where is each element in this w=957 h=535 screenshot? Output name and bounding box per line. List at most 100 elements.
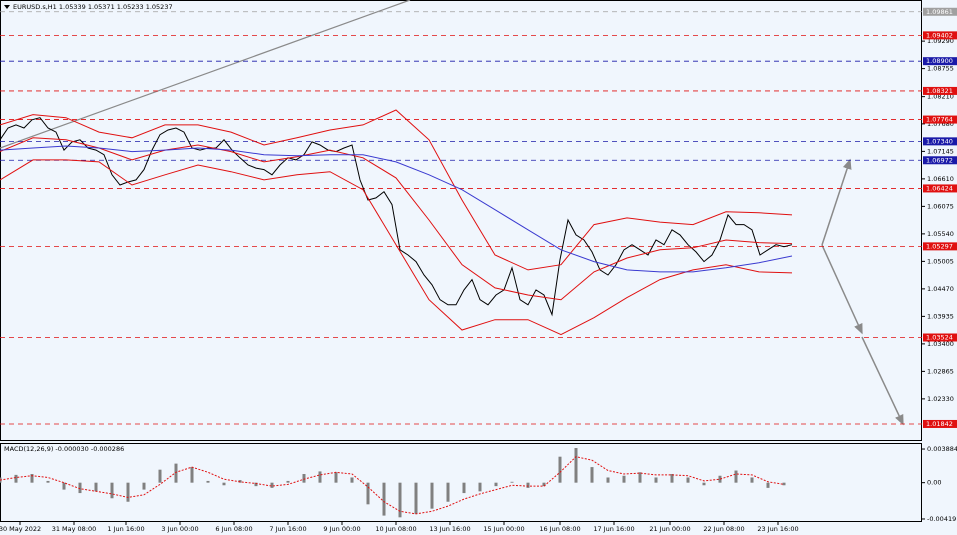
level-label: 1.06424 — [926, 184, 953, 192]
y-tick-label: 1.09290 — [927, 37, 954, 45]
indicator-line — [0, 137, 793, 301]
macd-bar — [382, 482, 386, 516]
chart-header: EURUSD.s,H1 1.05339 1.05371 1.05233 1.05… — [13, 3, 173, 11]
symbol-menu-arrow[interactable] — [4, 5, 10, 9]
macd-bar — [334, 472, 338, 483]
indicator-line — [0, 159, 793, 336]
level-label: 1.07764 — [926, 116, 953, 124]
level-box — [923, 242, 957, 251]
macd-bar — [174, 463, 178, 483]
macd-bar — [142, 482, 146, 490]
indicator-line — [0, 145, 793, 273]
projection-up — [821, 158, 852, 246]
macd-bar — [670, 474, 674, 483]
y-tick-label: 0.003884 — [927, 445, 957, 453]
macd-header: MACD(12,26,9) -0.000030 -0.000286 — [4, 445, 124, 453]
x-tick-label: 10 Jun 08:00 — [375, 525, 416, 533]
level-box — [923, 31, 957, 40]
signal-line — [0, 456, 785, 515]
macd-bar — [462, 482, 466, 494]
level-label: 1.08900 — [926, 57, 953, 65]
macd-bar — [350, 477, 354, 483]
macd-bar — [14, 474, 18, 483]
macd-bar — [702, 482, 706, 486]
level-box — [923, 419, 957, 428]
x-tick-label: 17 Jun 16:00 — [593, 525, 634, 533]
level-label: 1.01842 — [926, 420, 953, 428]
level-label: 1.06972 — [926, 156, 953, 164]
x-tick-label: 6 Jun 08:00 — [215, 525, 252, 533]
macd-bar — [526, 482, 530, 488]
macd-bar — [286, 480, 290, 483]
macd-bar — [366, 482, 370, 505]
x-tick-label: 21 Jun 00:00 — [649, 525, 690, 533]
x-tick-label: 30 May 2022 — [0, 525, 41, 533]
level-label: 1.03524 — [926, 334, 953, 342]
y-tick-label: 1.06610 — [927, 175, 954, 183]
macd-bar — [478, 482, 482, 492]
macd-bar — [302, 474, 306, 483]
x-tick-label: 16 Jun 08:00 — [539, 525, 580, 533]
macd-bar — [94, 482, 98, 492]
y-tick-label: 1.07680 — [927, 120, 954, 128]
macd-bar — [686, 477, 690, 483]
x-tick-label: 3 Jun 00:00 — [161, 525, 198, 533]
macd-bar — [606, 477, 610, 483]
level-box — [923, 184, 957, 193]
y-tick-label: 1.04470 — [927, 285, 954, 293]
x-tick-label: 9 Jun 00:00 — [323, 525, 360, 533]
x-tick-label: 1 Jun 16:00 — [107, 525, 144, 533]
y-tick-label: 1.03935 — [927, 312, 954, 320]
x-tick-label: 15 Jun 00:00 — [483, 525, 524, 533]
y-tick-label: -0.004191 — [927, 515, 957, 523]
y-tick-label: 1.08755 — [927, 65, 954, 73]
x-tick-label: 7 Jun 16:00 — [269, 525, 306, 533]
y-tick-label: 1.08210 — [927, 93, 954, 101]
macd-bar — [254, 482, 258, 487]
macd-bar — [574, 448, 578, 483]
level-box — [923, 333, 957, 342]
level-label: 1.07340 — [926, 137, 953, 145]
x-tick-label: 23 Jun 16:00 — [757, 525, 798, 533]
macd-bar — [158, 469, 162, 483]
macd-bar — [398, 482, 402, 518]
level-box — [923, 86, 957, 95]
level-box — [923, 137, 957, 146]
macd-bar — [126, 482, 130, 502]
macd-bar — [430, 482, 434, 509]
y-tick-label: 1.02330 — [927, 395, 954, 403]
macd-bar — [62, 482, 66, 490]
y-tick-label: 1.07145 — [927, 147, 954, 155]
macd-bar — [734, 470, 738, 483]
price-pane — [0, 0, 922, 441]
level-label: 1.08321 — [926, 87, 953, 95]
macd-bar — [782, 482, 786, 486]
macd-bar — [30, 474, 34, 483]
macd-bar — [446, 482, 450, 502]
macd-bar — [414, 482, 418, 514]
macd-bar — [638, 472, 642, 483]
macd-bar — [318, 471, 322, 483]
macd-bar — [270, 482, 274, 488]
macd-bar — [542, 482, 546, 487]
level-box — [923, 156, 957, 165]
macd-bar — [654, 477, 658, 483]
indicator-line — [0, 109, 793, 271]
macd-bar — [190, 467, 194, 483]
x-tick-label: 22 Jun 08:00 — [703, 525, 744, 533]
macd-bar — [590, 467, 594, 483]
macd-bar — [78, 482, 82, 494]
level-label: 1.09402 — [926, 31, 953, 39]
y-tick-label: 1.06075 — [927, 202, 954, 210]
macd-bar — [750, 477, 754, 483]
level-label: 1.09861 — [926, 8, 953, 16]
macd-bar — [494, 482, 498, 487]
macd-bar — [222, 482, 226, 486]
projection-down-2 — [861, 336, 904, 426]
level-label: 1.05297 — [926, 242, 953, 250]
macd-bar — [510, 481, 514, 483]
x-tick-label: 13 Jun 16:00 — [429, 525, 470, 533]
price-line — [0, 117, 793, 317]
